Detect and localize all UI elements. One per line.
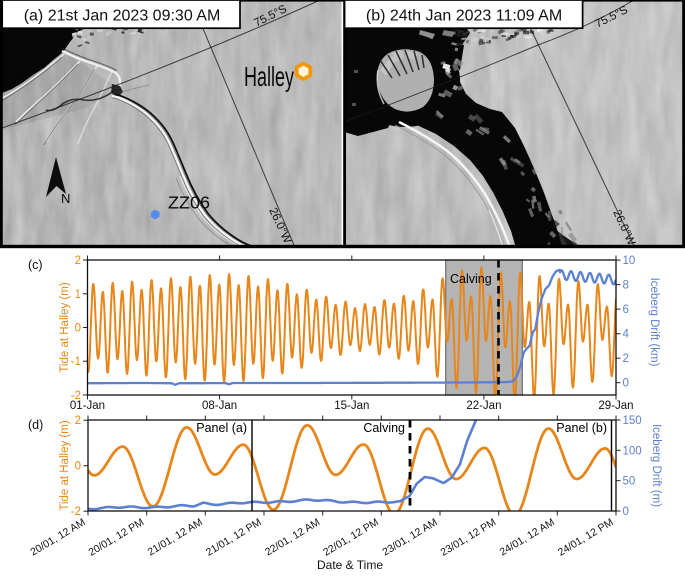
svg-text:01-Jan: 01-Jan [70,400,105,412]
svg-text:N: N [61,191,70,206]
svg-text:21/01, 12 AM: 21/01, 12 AM [146,516,205,558]
svg-text:1: 1 [75,289,81,301]
svg-text:(d): (d) [28,418,43,432]
svg-text:Tide at Halley (m): Tide at Halley (m) [59,282,71,372]
svg-text:0: 0 [623,506,629,518]
svg-text:22/01, 12 PM: 22/01, 12 PM [321,516,381,558]
svg-text:Panel (b): Panel (b) [556,421,607,435]
svg-text:-1: -1 [71,356,81,368]
svg-text:08-Jan: 08-Jan [202,400,237,412]
svg-text:Calving: Calving [450,272,492,286]
svg-text:21/01, 12 PM: 21/01, 12 PM [204,516,264,558]
svg-text:Tide at Halley (m): Tide at Halley (m) [59,420,71,510]
svg-text:Date & Time: Date & Time [317,558,383,572]
svg-text:23/01, 12 PM: 23/01, 12 PM [439,516,499,558]
svg-text:Iceberg Drift (km): Iceberg Drift (km) [648,278,660,367]
svg-text:23/01, 12 AM: 23/01, 12 AM [380,516,439,558]
svg-text:15-Jan: 15-Jan [334,400,369,412]
svg-text:ZZ06: ZZ06 [168,193,210,213]
svg-text:(b) 24th Jan 2023 11:09 AM: (b) 24th Jan 2023 11:09 AM [366,8,562,25]
svg-text:Iceberg Drift (m): Iceberg Drift (m) [650,424,662,507]
svg-text:20/01, 12 AM: 20/01, 12 AM [28,516,87,558]
svg-text:6: 6 [623,304,629,316]
svg-text:10: 10 [623,255,636,267]
svg-text:-2: -2 [71,506,81,518]
svg-text:29-Jan: 29-Jan [598,400,633,412]
svg-text:2: 2 [623,353,629,365]
svg-text:2: 2 [75,415,81,427]
svg-text:22-Jan: 22-Jan [466,400,501,412]
svg-text:-2: -2 [71,390,81,402]
svg-text:24/01, 12 PM: 24/01, 12 PM [556,516,616,558]
svg-text:8: 8 [623,280,629,292]
svg-text:Halley: Halley [244,61,294,92]
svg-text:(a) 21st Jan 2023 09:30 AM: (a) 21st Jan 2023 09:30 AM [24,8,221,25]
svg-text:0: 0 [75,323,81,335]
svg-text:24/01, 12 AM: 24/01, 12 AM [498,516,557,558]
svg-text:100: 100 [623,445,642,457]
svg-text:4: 4 [623,329,630,341]
svg-text:(c): (c) [28,258,43,272]
svg-text:150: 150 [623,415,642,427]
svg-text:Panel (a): Panel (a) [196,421,247,435]
svg-text:2: 2 [75,255,81,267]
svg-text:0: 0 [75,461,81,473]
svg-text:50: 50 [623,476,636,488]
svg-text:0: 0 [623,378,629,390]
svg-text:22/01, 12 AM: 22/01, 12 AM [263,516,322,558]
svg-text:20/01, 12 PM: 20/01, 12 PM [87,516,147,558]
svg-text:Calving: Calving [363,421,405,435]
